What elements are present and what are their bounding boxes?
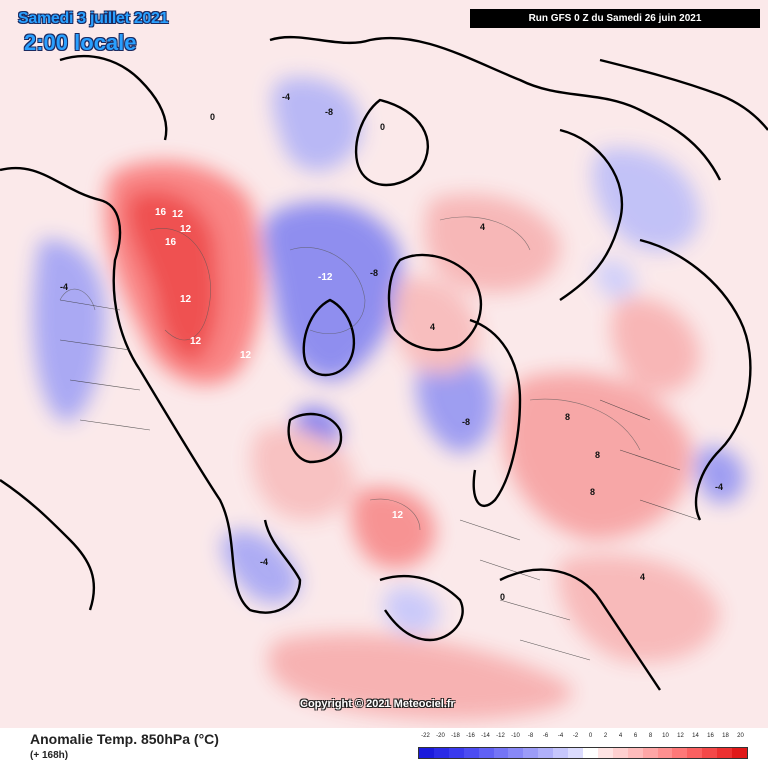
coastlines xyxy=(0,35,768,691)
contour-label: 12 xyxy=(180,224,192,235)
forecast-date: Samedi 3 juillet 2021 xyxy=(18,10,169,27)
legend-tick: -2 xyxy=(572,733,579,739)
contour-label: 4 xyxy=(640,572,645,582)
contour-label: -4 xyxy=(282,92,290,102)
legend-swatch xyxy=(419,748,434,758)
legend-swatch xyxy=(433,748,449,758)
legend-tick: 16 xyxy=(707,733,714,739)
legend-tick: -10 xyxy=(511,733,520,739)
legend-tick: -12 xyxy=(496,733,505,739)
forecast-time: 2:00 locale xyxy=(24,30,137,55)
legend-tick: 0 xyxy=(588,733,593,739)
contour-label: 12 xyxy=(172,209,184,220)
contour-label: 4 xyxy=(480,222,485,232)
legend-tick: 2 xyxy=(603,733,608,739)
legend-tick: -16 xyxy=(466,733,475,739)
contour-label: 12 xyxy=(190,336,202,347)
copyright-notice: Copyright © 2021 Meteociel.fr xyxy=(300,698,455,710)
legend-tick-labels: -22 -20 -18 -16 -14 -12 -10 -8 -6 -4 -2 0 2 4 6 8 10 12 14… xyxy=(418,733,748,743)
contour-label: 0 xyxy=(210,112,215,122)
legend-swatch xyxy=(642,748,658,758)
legend-tick: 20 xyxy=(737,733,744,739)
contour-label: 0 xyxy=(500,592,505,602)
legend-tick: 12 xyxy=(677,733,684,739)
contour-label: 8 xyxy=(590,487,595,497)
legend-swatch xyxy=(702,748,718,758)
legend-swatch xyxy=(582,748,598,758)
legend-swatch xyxy=(687,748,703,758)
contour-value-labels: 16 16 12 12 12 12 12 12 -12 -8 -8 -8 -4 … xyxy=(60,92,723,602)
lead-time: (+ 168h) xyxy=(30,750,69,761)
contour-label: -8 xyxy=(325,107,333,117)
legend-tick: -22 xyxy=(421,733,430,739)
legend-tick: -4 xyxy=(557,733,564,739)
contour-label: -12 xyxy=(318,272,333,283)
contour-label: -4 xyxy=(260,557,268,567)
legend-swatch xyxy=(508,748,524,758)
contour-label: 4 xyxy=(430,322,435,332)
legend-tick: 8 xyxy=(648,733,653,739)
legend-swatch xyxy=(493,748,509,758)
legend-swatch xyxy=(463,748,479,758)
legend-swatch xyxy=(553,748,569,758)
legend-tick: 14 xyxy=(692,733,699,739)
legend-swatch xyxy=(523,748,539,758)
legend-color-bar xyxy=(418,747,748,759)
legend-tick: -8 xyxy=(527,733,534,739)
legend-swatch xyxy=(732,748,747,758)
contour-label: 0 xyxy=(380,122,385,132)
contour-label: -8 xyxy=(462,417,470,427)
model-run-info: Run GFS 0 Z du Samedi 26 juin 2021 xyxy=(470,9,760,28)
legend-tick: 18 xyxy=(722,733,729,739)
anomaly-map: 16 16 12 12 12 12 12 12 -12 -8 -8 -8 -4 … xyxy=(0,0,768,728)
contour-label: 16 xyxy=(155,207,167,218)
legend-swatch xyxy=(657,748,673,758)
contour-label: 12 xyxy=(180,294,192,305)
contour-label: -4 xyxy=(715,482,723,492)
contour-label: -8 xyxy=(370,268,378,278)
legend-swatch xyxy=(597,748,613,758)
legend-swatch xyxy=(612,748,628,758)
variable-title: Anomalie Temp. 850hPa (°C) xyxy=(30,731,219,747)
legend-tick: -20 xyxy=(436,733,445,739)
anomaly-fields xyxy=(32,77,745,720)
contour-label: 8 xyxy=(595,450,600,460)
legend-tick: 4 xyxy=(618,733,623,739)
legend-tick: -18 xyxy=(451,733,460,739)
color-scale-legend: -22 -20 -18 -16 -14 -12 -10 -8 -6 -4 -2 0 2 4 6 8 10 12 14… xyxy=(418,733,748,763)
borders xyxy=(59,299,701,661)
contour-label: 12 xyxy=(392,510,404,521)
legend-tick: 6 xyxy=(633,733,638,739)
legend-swatch xyxy=(672,748,688,758)
legend-tick: -6 xyxy=(542,733,549,739)
legend-swatch xyxy=(627,748,643,758)
contour-label: -4 xyxy=(60,282,68,292)
legend-swatch xyxy=(717,748,733,758)
contour-label: 12 xyxy=(240,350,252,361)
legend-swatch xyxy=(538,748,554,758)
legend-tick: -14 xyxy=(481,733,490,739)
legend-swatch xyxy=(448,748,464,758)
legend-swatch xyxy=(568,748,583,758)
legend-swatch xyxy=(478,748,494,758)
legend-tick: 10 xyxy=(662,733,669,739)
contour-label: 16 xyxy=(165,237,177,248)
contour-label: 8 xyxy=(565,412,570,422)
